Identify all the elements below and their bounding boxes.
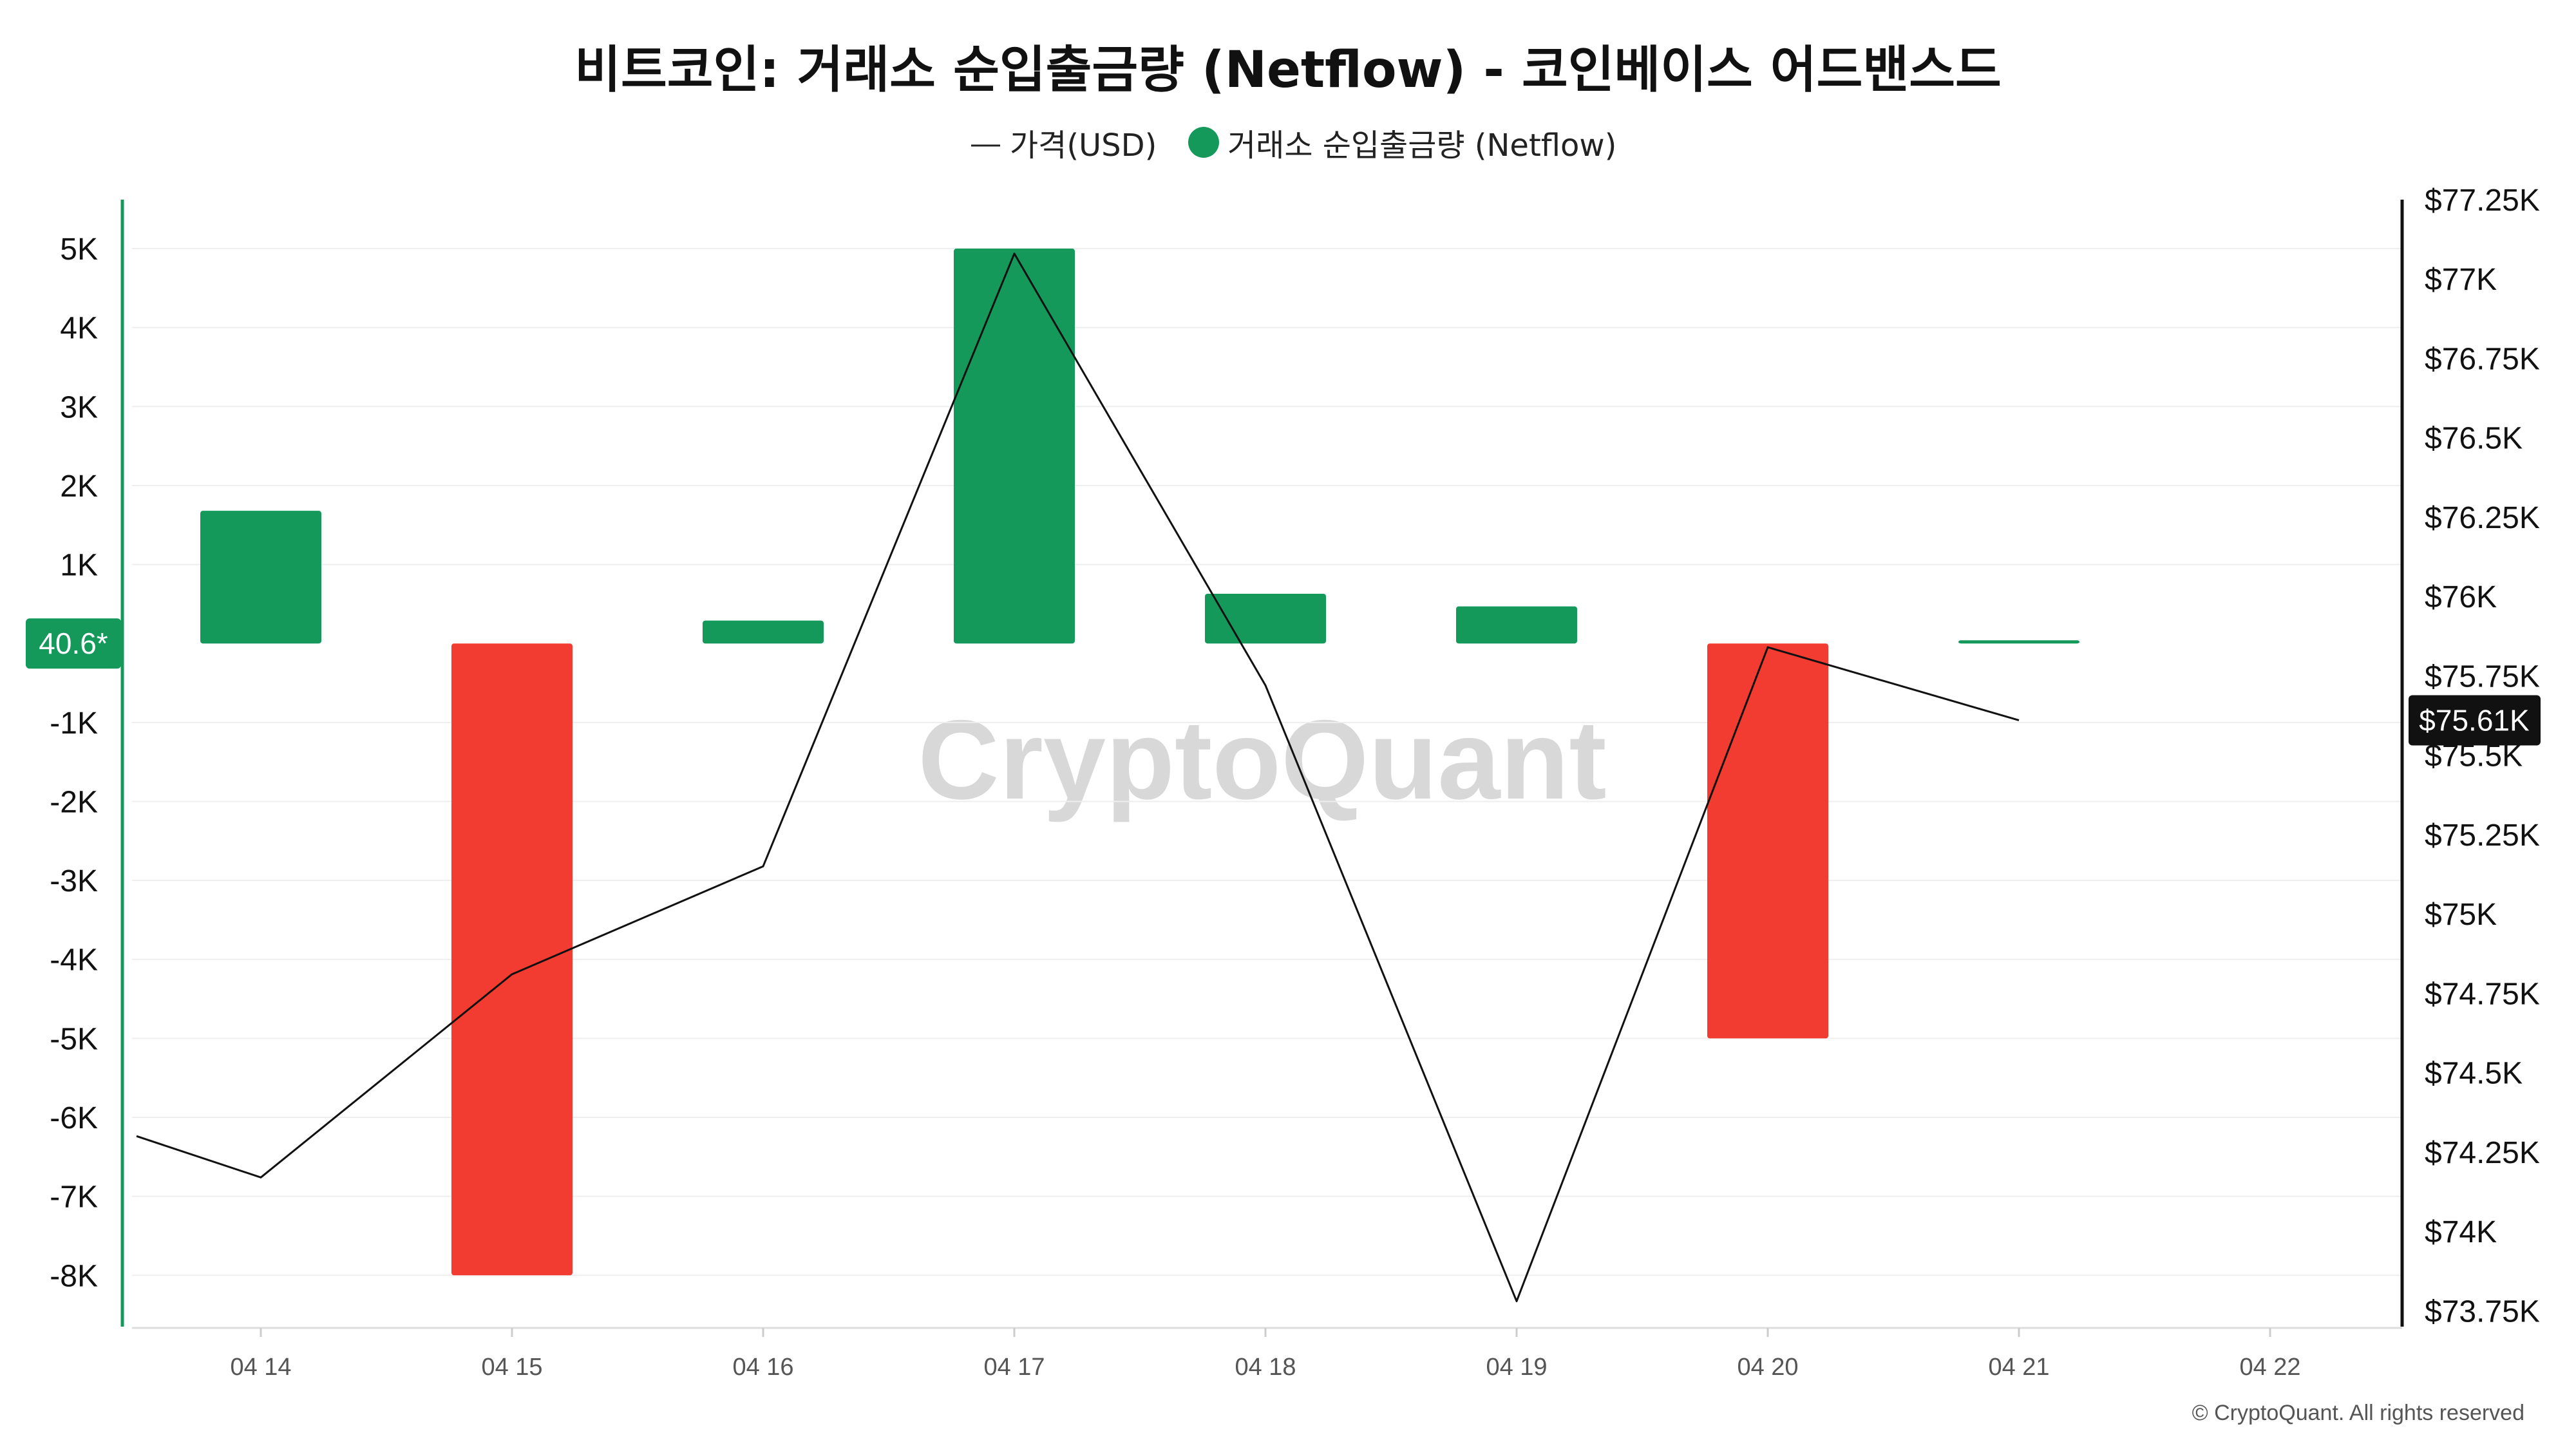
left-tick-label: -5K	[50, 1022, 98, 1056]
left-tick-label: 3K	[60, 390, 98, 424]
right-tick-label: $76.5K	[2425, 422, 2523, 456]
right-tick-label: $76K	[2425, 580, 2497, 614]
netflow-bar	[1958, 640, 2079, 644]
left-tick-label: -3K	[50, 864, 98, 898]
axes	[120, 200, 2404, 1329]
right-tick-label: $74.75K	[2425, 977, 2540, 1011]
right-tick-label: $75.75K	[2425, 659, 2540, 694]
current-price-value: $75.61K	[2419, 703, 2530, 737]
netflow-bar	[1707, 643, 1828, 1039]
left-tick-label: 4K	[60, 312, 98, 346]
right-axis-ticks: $77.25K $77K $76.75K $76.5K $76.25K $76K $75.7…	[2425, 184, 2540, 1329]
left-tick-label: -8K	[50, 1259, 98, 1293]
current-netflow-value: 40.6*	[39, 627, 108, 660]
netflow-bar	[954, 249, 1075, 644]
x-axis-ticks: 04 14 04 15 04 16 04 17 04 18 04 19 04 20 04 21…	[230, 1328, 2301, 1381]
right-tick-label: $74.25K	[2425, 1136, 2540, 1170]
chart-title: 비트코인: 거래소 순입출금량 (Netflow) - 코인베이스 어드밴스드	[574, 41, 2001, 99]
x-tick-label: 04 19	[1486, 1354, 1547, 1381]
netflow-bar	[703, 620, 824, 644]
price-line	[136, 252, 2020, 1303]
netflow-bar	[200, 511, 321, 644]
netflow-bar	[451, 643, 573, 1276]
legend-netflow-swatch	[1188, 127, 1219, 158]
right-tick-label: $76.25K	[2425, 501, 2540, 535]
x-tick-label: 04 16	[732, 1354, 793, 1381]
x-tick-label: 04 15	[481, 1354, 542, 1381]
right-tick-label: $74.5K	[2425, 1057, 2523, 1091]
right-tick-label: $75.25K	[2425, 819, 2540, 853]
right-tick-label: $76.75K	[2425, 342, 2540, 376]
netflow-bars	[200, 249, 2079, 1276]
right-tick-label: $74K	[2425, 1215, 2497, 1249]
legend-price-label[interactable]: 가격(USD)	[1010, 128, 1157, 164]
netflow-bar	[1205, 593, 1326, 644]
copyright: © CryptoQuant. All rights reserved	[2192, 1401, 2524, 1425]
left-tick-label: 1K	[60, 549, 98, 583]
right-tick-label: $73.75K	[2425, 1294, 2540, 1329]
current-netflow-badge-bg	[26, 618, 121, 669]
left-tick-label: -4K	[50, 943, 98, 978]
price-line-group	[136, 252, 2020, 1303]
right-tick-label: $77.25K	[2425, 184, 2540, 218]
x-tick-label: 04 21	[1988, 1354, 2049, 1381]
x-tick-label: 04 17	[983, 1354, 1045, 1381]
left-tick-label: -7K	[50, 1180, 98, 1215]
right-tick-label: $75K	[2425, 898, 2497, 932]
legend-netflow-label[interactable]: 거래소 순입출금량 (Netflow)	[1227, 128, 1616, 164]
left-tick-label: 2K	[60, 469, 98, 504]
current-price-badge-bg	[2409, 695, 2541, 746]
watermark: CryptoQuant	[918, 697, 1606, 823]
netflow-bar	[1456, 606, 1577, 644]
left-axis-ticks: 5K 4K 3K 2K 1K -1K -2K -3K -4K -5K -6K -7K -8K	[50, 232, 98, 1293]
right-tick-label: $77K	[2425, 263, 2497, 297]
left-tick-label: -2K	[50, 785, 98, 819]
x-tick-label: 04 22	[2239, 1354, 2300, 1381]
current-price-badge: $75.61K	[2409, 695, 2541, 746]
left-tick-label: -1K	[50, 706, 98, 741]
left-tick-label: 5K	[60, 232, 98, 267]
x-tick-label: 04 14	[230, 1354, 291, 1381]
x-tick-label: 04 20	[1737, 1354, 1798, 1381]
x-tick-label: 04 18	[1235, 1354, 1296, 1381]
left-tick-label: -6K	[50, 1101, 98, 1135]
current-netflow-badge: 40.6*	[26, 618, 121, 669]
legend: 가격(USD) 거래소 순입출금량 (Netflow)	[971, 127, 1616, 164]
